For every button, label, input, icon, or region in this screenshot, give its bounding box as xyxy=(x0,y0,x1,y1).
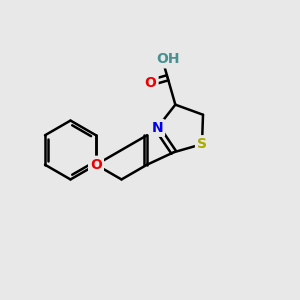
Text: OH: OH xyxy=(156,52,179,66)
Text: S: S xyxy=(197,137,207,151)
Text: O: O xyxy=(90,158,102,172)
Text: N: N xyxy=(152,121,163,135)
Text: O: O xyxy=(145,76,157,90)
